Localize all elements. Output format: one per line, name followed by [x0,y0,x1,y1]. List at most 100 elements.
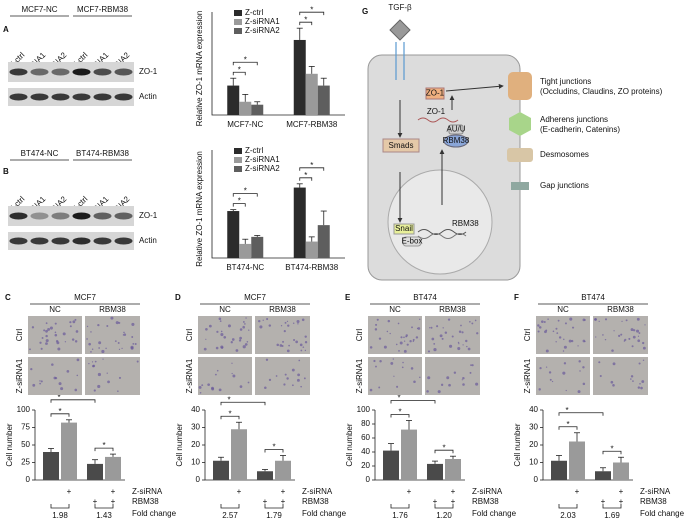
stain [637,335,640,337]
bar [293,187,306,258]
junction-name: Tight junctions [540,77,591,86]
y-tick-label: 20 [529,440,538,449]
stain [268,324,272,327]
legend-swatch [234,166,242,172]
band [30,68,49,76]
y-tick-label: 100 [17,405,31,414]
stain [239,385,243,389]
sig-bracket [434,449,454,454]
stain [31,326,35,329]
band [72,212,91,220]
stain [625,319,628,322]
stain [549,378,552,381]
stain [297,323,299,325]
stain [54,331,57,334]
stain [304,340,308,344]
sig-bracket [220,401,266,406]
stain [579,370,581,372]
stain [644,324,646,326]
stain [446,376,450,380]
bar [427,463,443,480]
bar [251,236,264,258]
stain [383,345,387,349]
band [72,93,91,101]
stain [633,329,636,332]
au-label: AU/U [446,125,465,134]
y-tick-label: 20 [191,440,200,449]
stain [94,360,97,363]
stain [69,325,72,328]
bar [275,460,291,480]
sig-bracket [299,177,313,181]
stain [214,373,217,376]
zo1-mrna-label: ZO-1 [427,107,446,116]
stain [117,390,119,392]
stain [203,347,207,351]
stain [205,338,207,340]
band [9,93,28,101]
stain [231,362,233,364]
fold-label: Fold change [132,509,177,518]
band [30,237,49,245]
bar [239,243,252,258]
micrograph [255,316,310,354]
condition-mark: + [111,497,116,506]
stain [60,387,64,391]
stain [430,326,433,329]
stain [286,349,290,353]
stain [45,339,49,343]
sig-bracket [232,61,258,66]
stain [218,317,222,321]
stain [266,317,269,321]
condition-mark: + [263,497,268,506]
micro-column: NC [557,305,569,314]
sig-bracket [94,447,114,452]
stain [465,339,468,343]
row-label: Actin [139,92,157,101]
sig-star: * [566,420,569,429]
panel-letter: A [3,25,9,34]
panel-letter: D [175,293,181,302]
zo1-box [425,87,445,100]
stain [641,380,645,383]
sig-bracket [232,193,258,197]
stain [258,319,261,323]
band [9,68,28,76]
stain [90,331,92,333]
stain [440,383,444,386]
stain [301,318,305,322]
stain [369,388,373,392]
junction-detail: (E-cadherin, Catenins) [540,125,620,134]
band [30,212,49,220]
y-tick-label: 40 [529,405,538,414]
stain [467,347,471,351]
stain [45,342,48,345]
stain [47,327,51,331]
micro-cell-line: BT474 [581,293,605,302]
sig-star: * [397,394,400,403]
stain [582,382,586,386]
stain [51,363,54,366]
stain [244,343,248,346]
stain [378,337,382,340]
sig-bracket [390,414,410,418]
micro-column: RBM38 [269,305,296,314]
y-axis-label: Cell number [345,423,354,466]
stain [545,366,548,368]
stain [248,329,250,331]
micro-column: NC [219,305,231,314]
y-tick-label: 25 [21,458,30,467]
stain [131,322,135,326]
fold-bracket [390,504,410,509]
stain [642,341,645,345]
stain [71,338,75,341]
stain [395,343,398,346]
stain [636,317,640,321]
sig-star: * [442,443,445,452]
stain [74,340,78,343]
stain [238,339,242,342]
condition-mark: + [601,497,606,506]
sig-bracket [558,412,604,416]
bar [293,39,306,116]
